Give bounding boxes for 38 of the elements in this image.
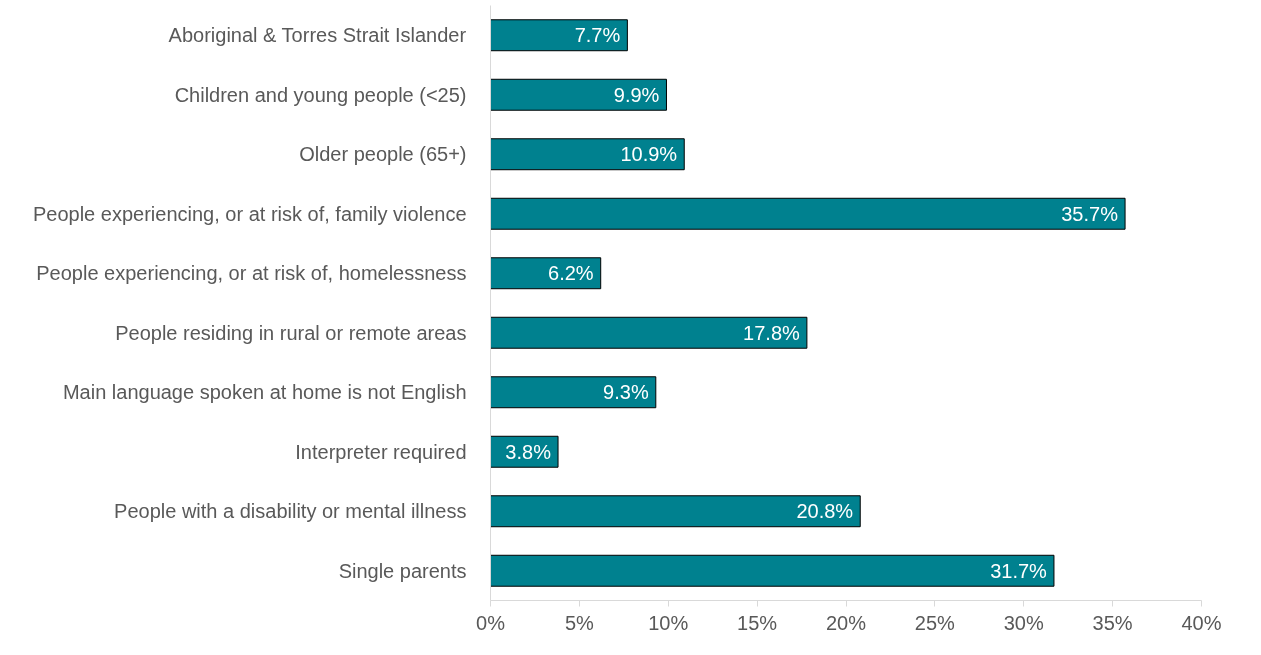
y-tick-label: Interpreter required (295, 440, 467, 463)
x-tick-label: 20% (825, 611, 867, 634)
bar (490, 197, 1126, 230)
y-tick-label: People residing in rural or remote areas (115, 321, 467, 344)
data-label: 10.9% (620, 143, 678, 166)
y-tick-label: People experiencing, or at risk of, homelessness (36, 262, 467, 285)
data-label: 9.3% (603, 381, 649, 404)
data-label: 7.7% (574, 24, 621, 47)
x-tick-label: 40% (1181, 611, 1222, 634)
y-tick-label: People with a disability or mental illness (114, 500, 467, 523)
data-label: 35.7% (1061, 202, 1119, 225)
bar (490, 316, 808, 349)
bar (490, 19, 628, 52)
bar (490, 495, 861, 528)
data-label: 31.7% (990, 559, 1048, 582)
bar (490, 554, 1055, 587)
data-label: 3.8% (505, 440, 552, 463)
x-tick-label: 35% (1092, 611, 1133, 634)
y-tick-label: People experiencing, or at risk of, family violence (32, 202, 467, 225)
x-tick-label: 0% (476, 611, 506, 634)
bar (490, 376, 657, 409)
y-tick-label: Single parents (338, 559, 467, 582)
x-tick-label: 5% (564, 611, 595, 634)
x-tick-label: 30% (1003, 611, 1044, 634)
x-tick-label: 10% (648, 611, 689, 634)
bar (490, 78, 667, 111)
y-tick-label: Aboriginal & Torres Strait Islander (168, 24, 467, 47)
y-tick-label: Main language spoken at home is not English (62, 381, 467, 404)
data-label: 9.9% (613, 83, 660, 106)
y-tick-label: Children and young people (<25) (174, 83, 467, 106)
bar (490, 257, 602, 290)
data-label: 20.8% (796, 500, 854, 523)
y-tick-label: Older people (65+) (299, 143, 467, 166)
x-tick-label: 25% (914, 611, 956, 634)
data-label: 17.8% (743, 321, 800, 344)
bar (490, 138, 685, 171)
data-label: 6.2% (548, 262, 594, 285)
x-tick-label: 15% (737, 611, 778, 634)
